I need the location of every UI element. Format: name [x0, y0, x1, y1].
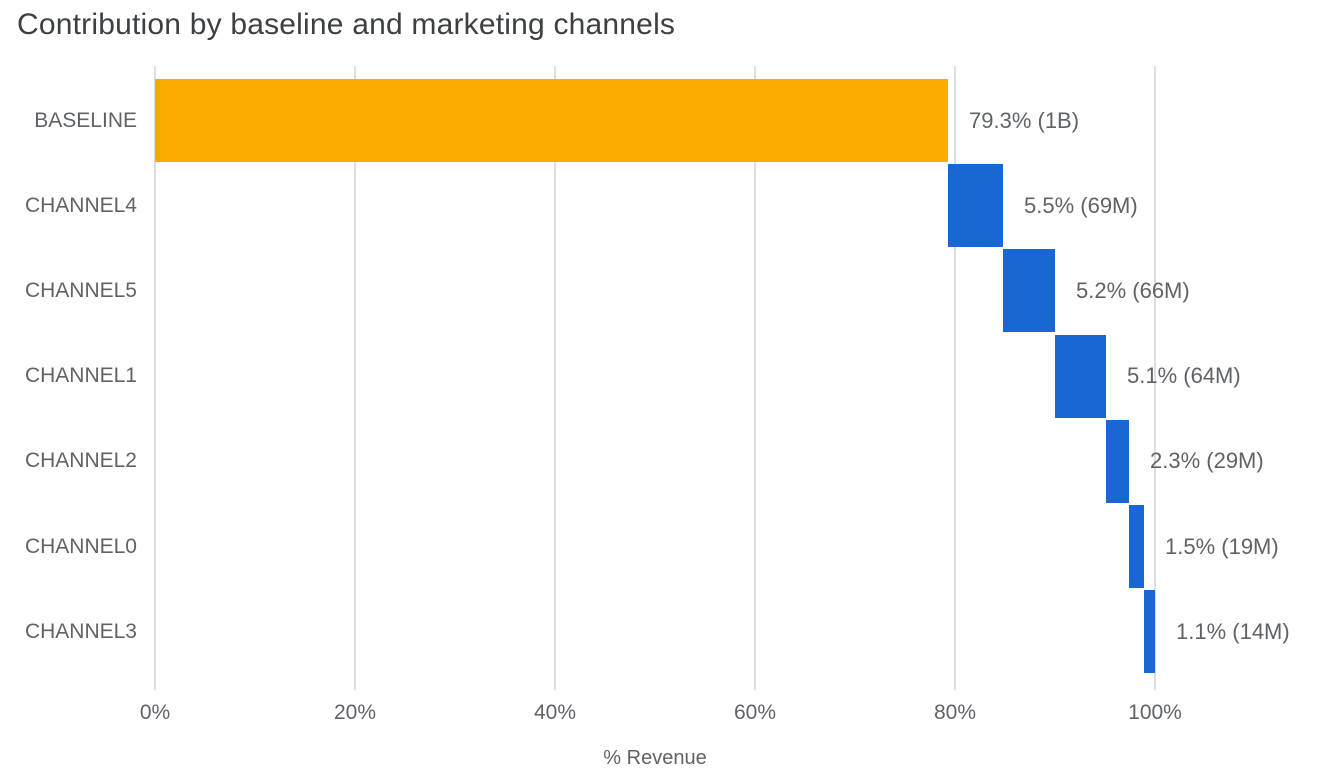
bar-channel4 — [948, 164, 1003, 248]
gridline-20 — [354, 66, 356, 690]
gridline-80 — [954, 66, 956, 690]
value-label-channel4: 5.5% (69M) — [1024, 192, 1138, 218]
bar-baseline — [155, 79, 948, 162]
x-tick-label: 80% — [933, 701, 977, 724]
gridline-40 — [554, 66, 556, 690]
x-axis-title: % Revenue — [603, 747, 707, 769]
value-label-channel5: 5.2% (66M) — [1076, 277, 1190, 303]
category-label-channel3: CHANNEL3 — [24, 619, 137, 643]
category-label-channel4: CHANNEL4 — [24, 193, 137, 217]
x-tick-label: 0% — [139, 701, 171, 724]
gridline-100 — [1154, 66, 1156, 690]
chart-title: Contribution by baseline and marketing c… — [17, 8, 676, 41]
category-label-channel0: CHANNEL0 — [24, 534, 137, 558]
gridline-0 — [154, 66, 156, 690]
category-label-channel5: CHANNEL5 — [24, 278, 137, 302]
category-label-baseline: BASELINE — [34, 108, 137, 132]
value-label-channel2: 2.3% (29M) — [1150, 448, 1264, 474]
x-tick-label: 40% — [533, 701, 577, 724]
x-tick-label: 20% — [333, 701, 377, 724]
value-label-channel0: 1.5% (19M) — [1165, 533, 1279, 559]
gridline-60 — [754, 66, 756, 690]
bar-channel2 — [1106, 419, 1129, 503]
bar-channel3 — [1144, 590, 1155, 674]
x-tick-label: 100% — [1128, 701, 1182, 724]
value-label-channel1: 5.1% (64M) — [1127, 363, 1241, 389]
x-tick-label: 60% — [733, 701, 777, 724]
bar-channel0 — [1129, 505, 1144, 588]
category-label-channel1: CHANNEL1 — [24, 364, 137, 388]
value-label-channel3: 1.1% (14M) — [1176, 618, 1290, 644]
category-label-channel2: CHANNEL2 — [24, 449, 137, 473]
bar-channel1 — [1055, 334, 1106, 418]
bar-channel5 — [1003, 249, 1055, 333]
value-label-baseline: 79.3% (1B) — [969, 107, 1080, 133]
